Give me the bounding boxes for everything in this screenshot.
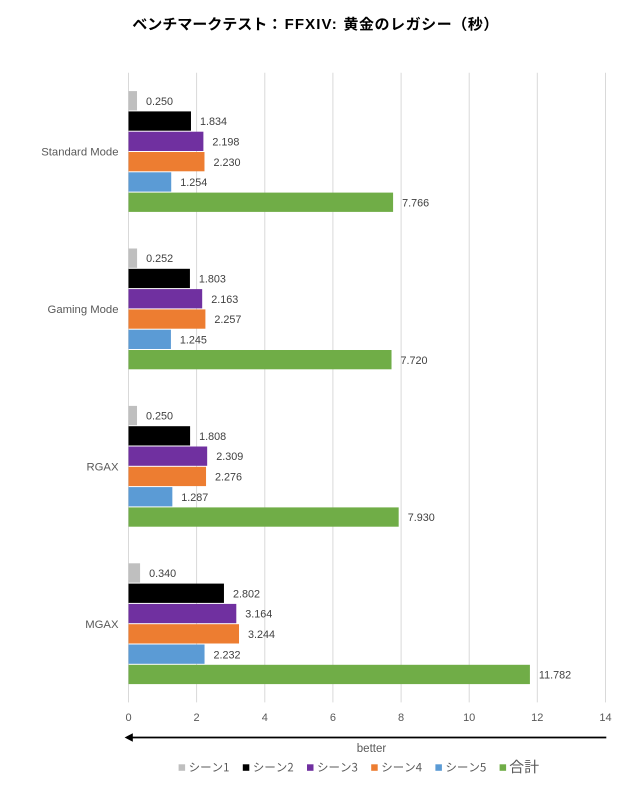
svg-text:0.250: 0.250: [146, 411, 173, 423]
svg-text:RGAX: RGAX: [86, 461, 118, 473]
svg-text:11.782: 11.782: [539, 670, 571, 682]
svg-text:12: 12: [531, 712, 543, 724]
svg-text:Standard Mode: Standard Mode: [41, 147, 118, 159]
svg-text:2.163: 2.163: [211, 294, 238, 306]
svg-text:2.232: 2.232: [214, 649, 241, 661]
svg-text:FFXIV:: FFXIV:: [285, 16, 338, 33]
svg-text:7.766: 7.766: [402, 197, 429, 209]
svg-text:1.834: 1.834: [200, 116, 227, 128]
svg-text:2: 2: [194, 712, 200, 724]
svg-text:8: 8: [398, 712, 404, 724]
svg-text:10: 10: [463, 712, 475, 724]
svg-text:3.244: 3.244: [248, 629, 275, 641]
svg-text:4: 4: [262, 712, 268, 724]
svg-text:1.254: 1.254: [180, 177, 207, 189]
svg-text:0: 0: [125, 712, 131, 724]
svg-text:1.287: 1.287: [181, 492, 208, 504]
svg-text:Gaming Mode: Gaming Mode: [48, 304, 119, 316]
svg-text:2.276: 2.276: [215, 472, 242, 484]
svg-text:0.252: 0.252: [146, 253, 173, 265]
svg-text:better: better: [357, 743, 387, 755]
svg-text:1.245: 1.245: [180, 334, 207, 346]
svg-text:0.250: 0.250: [146, 96, 173, 108]
svg-text:2.802: 2.802: [233, 588, 260, 600]
svg-text:2.230: 2.230: [214, 157, 241, 169]
svg-text:3.164: 3.164: [245, 609, 272, 621]
svg-text:2.198: 2.198: [212, 136, 239, 148]
svg-text:MGAX: MGAX: [85, 619, 119, 631]
svg-text:7.720: 7.720: [401, 355, 428, 367]
svg-text:6: 6: [330, 712, 336, 724]
svg-text:2.257: 2.257: [214, 314, 241, 326]
svg-text:7.930: 7.930: [408, 512, 435, 524]
svg-text:14: 14: [599, 712, 611, 724]
svg-text:2.309: 2.309: [216, 451, 243, 463]
svg-text:1.803: 1.803: [199, 274, 226, 286]
svg-text:1.808: 1.808: [199, 431, 226, 443]
svg-text:0.340: 0.340: [149, 568, 176, 580]
